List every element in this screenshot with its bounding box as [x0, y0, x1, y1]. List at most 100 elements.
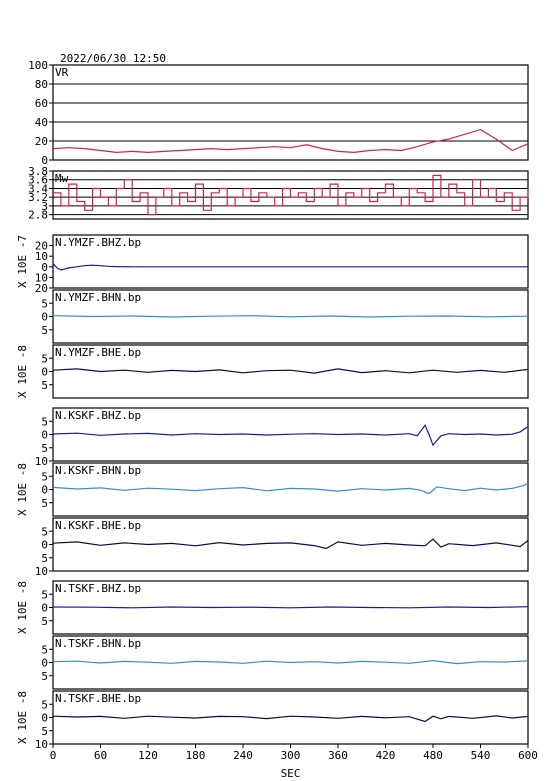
panel-title: N.YMZF.BHN.bp: [55, 291, 141, 304]
x-tick-label: 540: [471, 749, 491, 762]
series-line: [52, 482, 529, 495]
series-line: [52, 423, 529, 447]
y-tick-label: 80: [35, 78, 48, 91]
y-tick-label: 3.4: [28, 182, 48, 195]
panel-8: 505 N.TSKF.BHZ.bp: [41, 580, 529, 635]
exponent-label: X 10E -8: [16, 463, 29, 516]
panel-3: 505 N.YMZF.BHN.bp: [41, 289, 529, 344]
series-line: [53, 174, 529, 216]
y-tick-label: 20: [35, 135, 48, 148]
y-tick-label: 5: [41, 552, 48, 565]
panel-4: 505 N.YMZF.BHE.bp: [41, 344, 529, 399]
y-tick-label: 2.8: [28, 209, 48, 222]
exponent-label: X 10E -8: [16, 691, 29, 744]
x-tick-label: 240: [233, 749, 253, 762]
panel-title: N.KSKF.BHN.bp: [55, 464, 141, 477]
y-tick-label: 5: [41, 470, 48, 483]
y-tick-label: 5: [41, 415, 48, 428]
x-axis-label: SEC: [281, 767, 301, 780]
y-tick-label: 100: [28, 59, 48, 72]
y-tick-label: 5: [41, 297, 48, 310]
y-tick-label: 10: [35, 250, 48, 263]
x-tick-label: 480: [423, 749, 443, 762]
series-line: [52, 263, 528, 271]
exponent-label: X 10E -8: [16, 581, 29, 634]
y-tick-label: 0: [41, 539, 48, 552]
side-labels: X 10E -7 X 10E -8 X 10E -8 X 10E -8 X 10E -8: [16, 235, 29, 744]
y-tick-label: 5: [41, 643, 48, 656]
panel-1: 2.833.23.43.63.8 Mw: [28, 165, 529, 222]
y-tick-label: 5: [41, 324, 48, 337]
y-tick-label: 20: [35, 240, 48, 253]
panel-frame: [52, 234, 529, 289]
y-tick-label: 0: [41, 602, 48, 615]
y-tick-label: 5: [41, 442, 48, 455]
series-line: [52, 128, 529, 154]
timestamp-label: 2022/06/30 12:50: [60, 52, 166, 65]
exponent-label: X 10E -8: [16, 345, 29, 398]
y-tick-label: 0: [41, 484, 48, 497]
y-tick-label: 0: [41, 261, 48, 274]
y-tick-label: 10: [35, 738, 48, 751]
x-tick-label: 120: [138, 749, 158, 762]
x-tick-label: 0: [50, 749, 57, 762]
panel-title: N.YMZF.BHE.bp: [55, 346, 141, 359]
y-tick-label: 3.2: [28, 191, 48, 204]
panel-0: 0 20 40 60 80 100 VR: [28, 59, 529, 167]
panel-title: N.TSKF.BHN.bp: [55, 637, 141, 650]
series-line: [52, 659, 529, 665]
panels: 020406080100VR2.833.23.43.63.8Mw20100102…: [28, 59, 529, 751]
panel-title: N.KSKF.BHE.bp: [55, 519, 141, 532]
series-line: [52, 715, 529, 723]
panel-9: 505 N.TSKF.BHN.bp: [41, 635, 529, 690]
y-tick-label: 5: [41, 670, 48, 683]
y-tick-label: 5: [41, 698, 48, 711]
y-tick-label: 5: [41, 379, 48, 392]
x-tick-label: 300: [281, 749, 301, 762]
x-axis: 0 60 120 180 240 300 360 420 480 540 600: [50, 744, 538, 762]
panel-frame: [52, 64, 529, 161]
y-tick-label: 0: [41, 712, 48, 725]
y-tick-label: 3.8: [28, 165, 48, 178]
y-tick-label: 5: [41, 725, 48, 738]
y-tick-label: 3: [41, 200, 48, 213]
x-tick-label: 60: [94, 749, 107, 762]
y-tick-label: 0: [41, 154, 48, 167]
y-tick-label: 10: [35, 565, 48, 578]
y-tick-label: 0: [41, 311, 48, 324]
panel-title: N.TSKF.BHZ.bp: [55, 582, 141, 595]
panel-6: 505 N.KSKF.BHN.bp: [41, 462, 529, 517]
y-tick-label: 20: [35, 282, 48, 295]
x-tick-label: 360: [328, 749, 348, 762]
y-tick-label: 0: [41, 429, 48, 442]
series-line: [52, 538, 529, 550]
x-tick-label: 180: [186, 749, 206, 762]
panel-title: N.TSKF.BHE.bp: [55, 692, 141, 705]
exponent-label: X 10E -7: [16, 235, 29, 288]
series-line: [52, 315, 529, 318]
y-tick-label: 5: [41, 588, 48, 601]
panel-title: Mw: [55, 172, 69, 185]
series-line: [52, 606, 529, 609]
panel-title: N.YMZF.BHZ.bp: [55, 236, 141, 249]
y-tick-label: 5: [41, 497, 48, 510]
y-tick-label: 60: [35, 97, 48, 110]
y-tick-label: 5: [41, 615, 48, 628]
y-tick-label: 5: [41, 352, 48, 365]
y-tick-label: 40: [35, 116, 48, 129]
panel-title: N.KSKF.BHZ.bp: [55, 409, 141, 422]
y-tick-label: 5: [41, 525, 48, 538]
panel-title: VR: [55, 66, 69, 79]
y-tick-label: 0: [41, 657, 48, 670]
x-tick-label: 420: [376, 749, 396, 762]
y-tick-label: 10: [35, 455, 48, 468]
y-tick-label: 10: [35, 271, 48, 284]
x-tick-label: 600: [518, 749, 538, 762]
y-tick-label: 3.6: [28, 174, 48, 187]
y-tick-label: 0: [41, 366, 48, 379]
